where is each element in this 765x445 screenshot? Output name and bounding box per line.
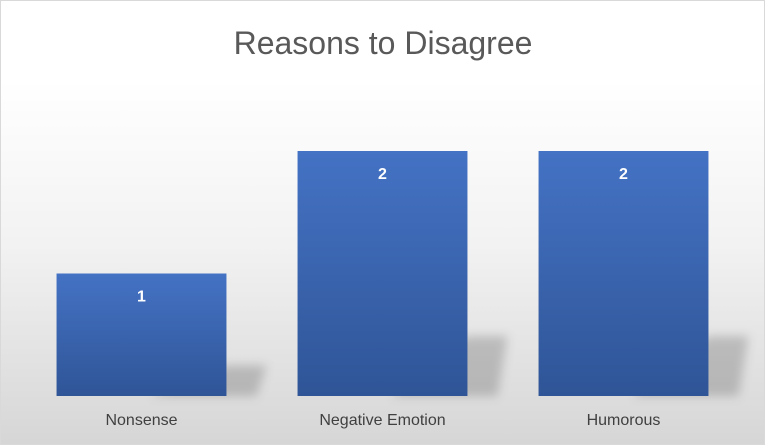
chart-title: Reasons to Disagree bbox=[234, 25, 533, 61]
data-labels: 1 2 2 bbox=[137, 166, 628, 306]
data-label: 2 bbox=[619, 166, 628, 183]
bars bbox=[56, 151, 709, 397]
x-tick-label: Nonsense bbox=[105, 412, 177, 429]
data-label: 2 bbox=[378, 166, 387, 183]
x-tick-label: Humorous bbox=[587, 412, 661, 429]
bar-negative-emotion[interactable] bbox=[297, 151, 468, 396]
data-label: 1 bbox=[137, 289, 146, 306]
bar-humorous[interactable] bbox=[538, 151, 709, 396]
x-axis-tick-labels: Nonsense Negative Emotion Humorous bbox=[105, 412, 660, 429]
bar-nonsense[interactable] bbox=[56, 273, 227, 397]
x-tick-label: Negative Emotion bbox=[319, 412, 445, 429]
